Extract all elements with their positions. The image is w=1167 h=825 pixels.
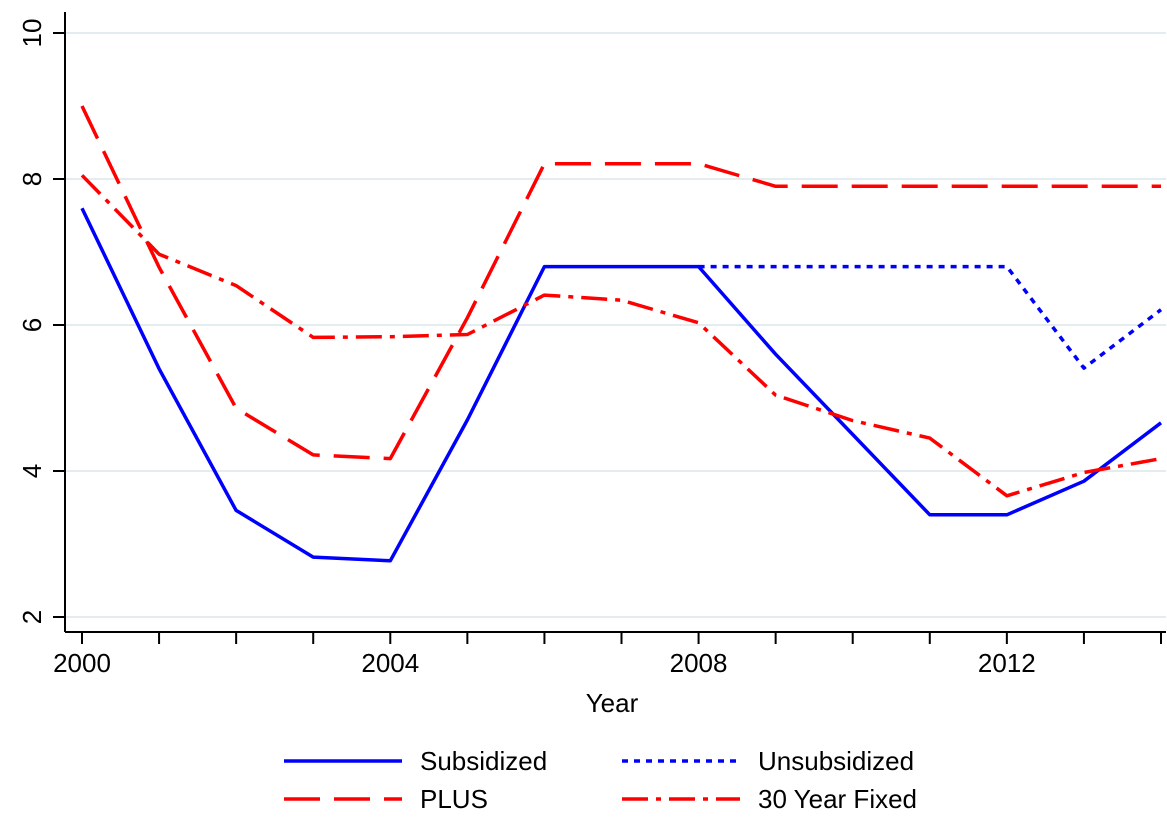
legend-30-year-fixed-label: 30 Year Fixed [758, 784, 917, 814]
legend-unsubsidized-label: Unsubsidized [758, 746, 914, 776]
legend-subsidized-label: Subsidized [420, 746, 547, 776]
series-line-subsidized [80, 207, 1163, 563]
tick-labels: 2 4 6 8 10 2000 2004 2008 2012 [17, 19, 1036, 678]
x-tick-label: 2000 [53, 648, 111, 678]
series-lines [80, 105, 1163, 563]
series-line-plus [80, 105, 1161, 461]
y-tick-label: 8 [17, 172, 47, 186]
series-line-30-year-fixed [80, 174, 1162, 498]
y-tick-label: 6 [17, 318, 47, 332]
x-tick-label: 2004 [361, 648, 419, 678]
y-tick-label: 4 [17, 464, 47, 478]
y-tick-label: 2 [17, 610, 47, 624]
legend: Subsidized Unsubsidized PLUS 30 Year Fixed [284, 746, 917, 814]
y-tick-label: 10 [17, 19, 47, 48]
grid-lines [65, 32, 1166, 618]
tick-marks [53, 32, 1162, 644]
axes [64, 12, 1166, 633]
x-tick-label: 2012 [978, 648, 1036, 678]
x-axis-title: Year [586, 688, 639, 718]
x-tick-label: 2008 [670, 648, 728, 678]
series-line-unsubsidized [698, 264, 1163, 370]
legend-plus-label: PLUS [420, 784, 488, 814]
